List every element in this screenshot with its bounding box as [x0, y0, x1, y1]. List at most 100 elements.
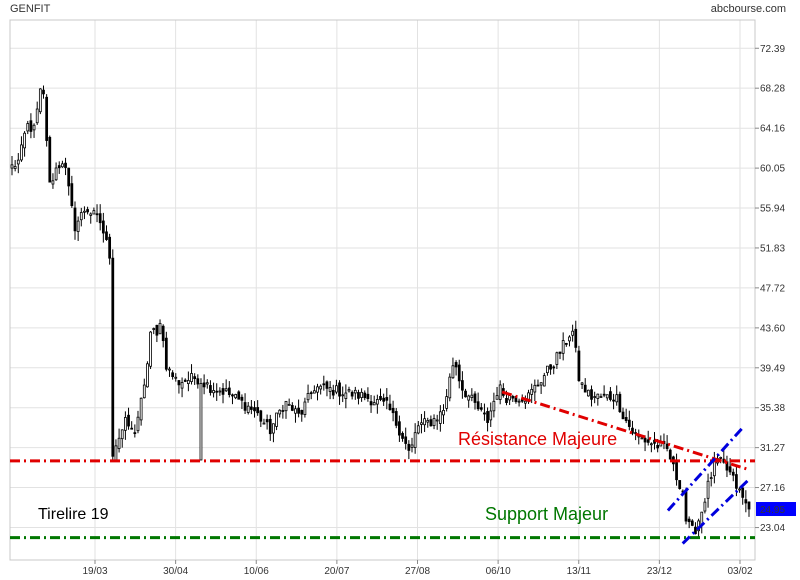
candle-body: [391, 407, 395, 414]
candle-body: [114, 445, 118, 461]
candle-body: [382, 397, 386, 402]
candle-body: [694, 526, 697, 535]
y-tick-label: 35.38: [760, 403, 785, 414]
candle-body: [212, 390, 215, 394]
candle-body: [451, 365, 455, 379]
candle-body: [744, 499, 748, 504]
candle-body: [281, 410, 285, 412]
candle-body: [709, 477, 713, 480]
candle-body: [524, 400, 527, 404]
candle-body: [564, 342, 568, 345]
candle-body: [530, 389, 534, 395]
x-tick-label: 10/06: [244, 566, 269, 577]
y-tick-label: 55.94: [760, 204, 785, 215]
candle-body: [442, 409, 445, 416]
candle-body: [136, 416, 140, 432]
candle-body: [605, 394, 609, 399]
y-tick-label: 43.60: [760, 323, 785, 334]
candle-body: [511, 396, 515, 399]
source-label: abcbourse.com: [710, 3, 786, 15]
candle-body: [498, 384, 502, 400]
candle-body: [602, 393, 606, 396]
candle-body: [609, 391, 612, 400]
candle-body: [294, 408, 297, 414]
y-tick-label: 64.16: [760, 124, 785, 135]
candle-body: [234, 394, 237, 399]
candle-body: [79, 212, 83, 221]
candle-body: [164, 337, 168, 370]
candle-body: [580, 382, 584, 385]
candle-body: [398, 421, 401, 436]
candle-body: [615, 394, 619, 403]
candle-body: [174, 376, 178, 379]
tirelire-label: Tirelire 19: [38, 506, 109, 523]
candle-body: [29, 120, 33, 132]
candle-body: [322, 383, 326, 386]
x-tick-label: 06/10: [486, 566, 511, 577]
candle-body: [187, 380, 190, 385]
candle-body: [70, 183, 74, 207]
candle-body: [703, 501, 707, 512]
candle-body: [372, 402, 376, 406]
y-tick-label: 72.39: [760, 44, 785, 55]
y-tick-label: 60.05: [760, 164, 785, 175]
candle-body: [583, 384, 587, 393]
channel-upper-line: [666, 427, 743, 512]
plot-area: [9, 19, 756, 561]
candle-body: [574, 328, 578, 348]
candle-body: [139, 397, 143, 421]
candle-body: [416, 425, 420, 434]
candle-body: [668, 449, 672, 460]
y-tick-label: 23.04: [760, 523, 785, 534]
candle-body: [454, 362, 458, 368]
candle-body: [316, 386, 319, 393]
candle-body: [278, 409, 282, 415]
candle-body: [435, 419, 439, 422]
candle-body: [470, 394, 474, 398]
candle-body: [287, 403, 291, 406]
candle-body: [568, 336, 571, 342]
candle-body: [215, 390, 219, 393]
candle-body: [161, 325, 165, 342]
candle-body: [558, 351, 562, 354]
candle-body: [325, 381, 329, 389]
candle-body: [117, 437, 121, 449]
support-label: Support Majeur: [485, 504, 608, 524]
candle-body: [492, 400, 496, 412]
candle-body: [108, 236, 112, 259]
candle-body: [706, 480, 710, 499]
candle-body: [171, 372, 175, 377]
annotation-labels: Résistance Majeure Support Majeur Tireli…: [38, 429, 617, 524]
candle-body: [130, 427, 134, 430]
candle-body: [26, 123, 30, 132]
candle-body: [158, 322, 162, 335]
candle-body: [539, 382, 543, 386]
candle-body: [612, 399, 615, 402]
candle-body: [407, 443, 411, 451]
candle-body: [300, 409, 304, 415]
candle-body: [561, 340, 565, 354]
candle-body: [61, 163, 64, 168]
candle-body: [577, 350, 581, 382]
candle-body: [344, 392, 348, 399]
candle-body: [687, 518, 691, 523]
x-tick-label: 13/11: [567, 566, 592, 577]
candle-body: [338, 382, 341, 397]
candle-body: [596, 393, 600, 399]
candle-body: [38, 88, 42, 113]
candle-body: [133, 432, 137, 435]
y-axis: 72.39 68.28 64.16 60.05 55.94 51.83 47.72 43.60…: [755, 44, 796, 534]
candle-body: [379, 396, 382, 400]
candle-body: [457, 364, 461, 382]
candle-body: [590, 389, 593, 400]
candle-body: [67, 167, 71, 187]
candle-body: [357, 392, 360, 399]
candle-body: [735, 474, 738, 489]
candle-body: [246, 405, 250, 413]
candle-body: [42, 89, 45, 95]
candle-body: [479, 407, 483, 410]
candle-body: [549, 364, 552, 370]
candle-body: [268, 418, 272, 435]
candle-body: [297, 407, 300, 414]
